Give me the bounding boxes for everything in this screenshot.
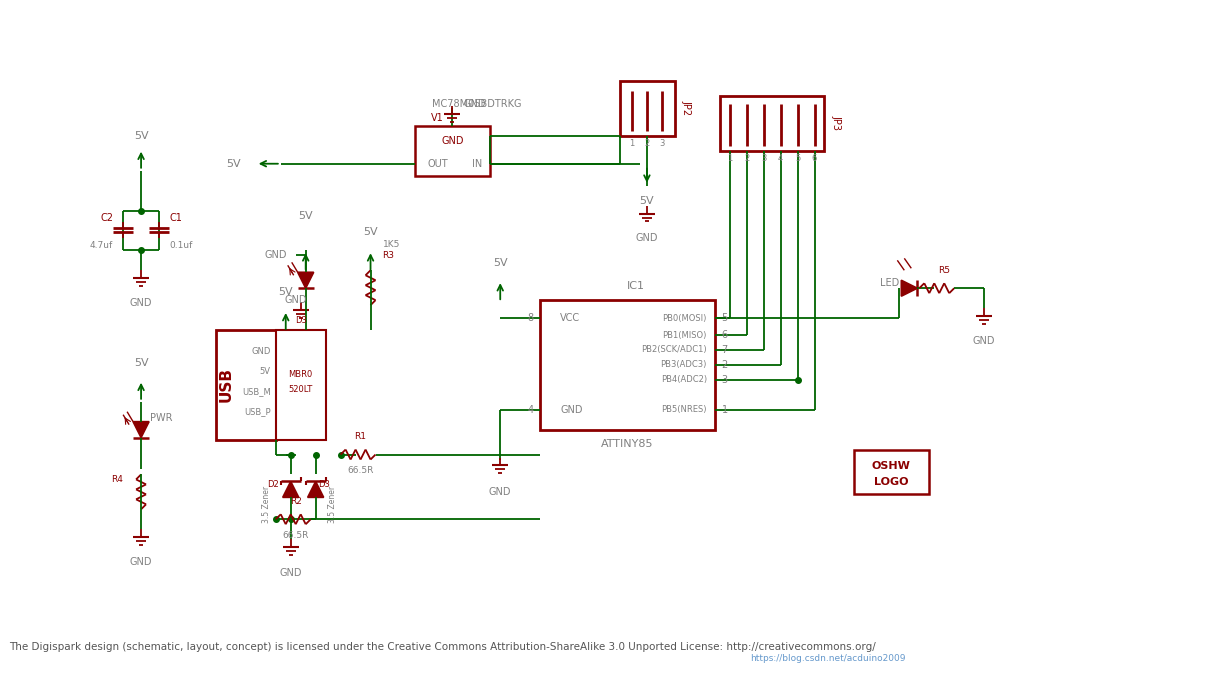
Text: R1: R1 xyxy=(355,432,367,441)
Text: GND: GND xyxy=(285,295,306,305)
Text: PB0(MOSI): PB0(MOSI) xyxy=(662,313,707,322)
Text: 3: 3 xyxy=(722,375,728,385)
Polygon shape xyxy=(133,422,149,438)
Text: GND: GND xyxy=(561,405,582,415)
Text: USB_P: USB_P xyxy=(245,407,271,416)
Text: 5: 5 xyxy=(794,154,800,163)
Text: 5V: 5V xyxy=(260,367,271,376)
Text: ATTINY85: ATTINY85 xyxy=(601,439,653,449)
Text: 4: 4 xyxy=(777,154,784,163)
Text: GND: GND xyxy=(130,557,153,567)
Text: C1: C1 xyxy=(170,213,182,222)
Text: VCC: VCC xyxy=(561,313,580,323)
Text: OUT: OUT xyxy=(427,158,448,169)
Text: JP3: JP3 xyxy=(832,116,842,131)
Text: PB3(ADC3): PB3(ADC3) xyxy=(660,360,707,369)
Text: IC1: IC1 xyxy=(627,282,645,291)
Text: 66.5R: 66.5R xyxy=(282,530,309,540)
Text: 3.5 Zener: 3.5 Zener xyxy=(328,486,337,523)
Text: PWR: PWR xyxy=(150,413,172,423)
Bar xyxy=(415,126,490,175)
Bar xyxy=(855,449,929,494)
Bar xyxy=(540,300,714,430)
Text: PB5(NRES): PB5(NRES) xyxy=(661,405,707,414)
Bar xyxy=(276,330,326,439)
Text: GND: GND xyxy=(636,233,658,243)
Text: LED: LED xyxy=(879,278,899,288)
Text: 5V: 5V xyxy=(639,196,654,205)
Text: 5V: 5V xyxy=(493,258,507,269)
Text: 5V: 5V xyxy=(133,358,149,368)
Text: 2: 2 xyxy=(644,139,649,148)
Text: GND: GND xyxy=(972,336,995,346)
Bar xyxy=(620,81,675,136)
Text: R4: R4 xyxy=(111,475,124,484)
Bar xyxy=(719,96,825,151)
Text: D2: D2 xyxy=(266,480,279,489)
Polygon shape xyxy=(282,481,299,497)
Text: 8: 8 xyxy=(527,313,533,323)
Text: 5V: 5V xyxy=(363,227,378,237)
Text: D3: D3 xyxy=(294,316,306,324)
Text: https://blog.csdn.net/acduino2009: https://blog.csdn.net/acduino2009 xyxy=(750,654,905,663)
Text: JP2: JP2 xyxy=(682,101,691,116)
Text: 520LT: 520LT xyxy=(288,386,312,394)
Text: D3: D3 xyxy=(317,480,329,489)
Text: PB4(ADC2): PB4(ADC2) xyxy=(661,375,707,384)
Text: 4: 4 xyxy=(527,405,533,415)
Text: 2: 2 xyxy=(722,360,728,370)
Text: GND: GND xyxy=(264,250,287,260)
Text: 5V: 5V xyxy=(279,287,293,297)
Text: 6: 6 xyxy=(722,330,728,340)
Text: USB: USB xyxy=(218,367,234,403)
Text: 66.5R: 66.5R xyxy=(348,466,374,475)
Text: 0.1uf: 0.1uf xyxy=(170,241,193,250)
Polygon shape xyxy=(901,280,917,296)
Text: R2: R2 xyxy=(289,497,302,506)
Text: 3: 3 xyxy=(761,154,767,163)
Text: MBR0: MBR0 xyxy=(288,371,312,379)
Text: PB2(SCK/ADC1): PB2(SCK/ADC1) xyxy=(641,345,707,354)
Text: GND: GND xyxy=(441,136,464,146)
Text: USB_M: USB_M xyxy=(242,388,271,396)
Polygon shape xyxy=(308,481,323,497)
Text: V1: V1 xyxy=(431,113,444,123)
Text: 5V: 5V xyxy=(298,211,312,220)
Text: 4.7uf: 4.7uf xyxy=(90,241,113,250)
Text: GND: GND xyxy=(280,568,302,578)
Text: 5V: 5V xyxy=(133,131,149,141)
Polygon shape xyxy=(298,272,314,288)
Text: GND: GND xyxy=(489,488,511,497)
Text: 6: 6 xyxy=(811,154,817,163)
Text: IN: IN xyxy=(472,158,482,169)
Text: 5: 5 xyxy=(722,313,728,323)
Text: MC78M05BDTRKG: MC78M05BDTRKG xyxy=(432,99,522,109)
Text: OSHW: OSHW xyxy=(872,462,911,471)
Text: GND: GND xyxy=(463,99,486,109)
Text: 1K5: 1K5 xyxy=(383,240,400,249)
Text: The Digispark design (schematic, layout, concept) is licensed under the Creative: The Digispark design (schematic, layout,… xyxy=(10,642,876,651)
Text: 1: 1 xyxy=(630,139,635,148)
Text: 5V: 5V xyxy=(226,158,241,169)
Text: PB1(MISO): PB1(MISO) xyxy=(662,330,707,339)
Text: GND: GND xyxy=(130,298,153,308)
Text: R5: R5 xyxy=(939,266,951,275)
Text: LOGO: LOGO xyxy=(874,477,908,488)
Text: 7: 7 xyxy=(722,345,728,355)
Text: 1: 1 xyxy=(727,154,733,163)
Text: GND: GND xyxy=(252,347,271,356)
Bar xyxy=(216,330,276,439)
Text: 1: 1 xyxy=(722,405,728,415)
Text: 3: 3 xyxy=(659,139,665,148)
Text: 3.5 Zener: 3.5 Zener xyxy=(262,486,271,523)
Text: 2: 2 xyxy=(744,154,750,163)
Text: C2: C2 xyxy=(101,213,113,222)
Text: R3: R3 xyxy=(383,251,395,260)
